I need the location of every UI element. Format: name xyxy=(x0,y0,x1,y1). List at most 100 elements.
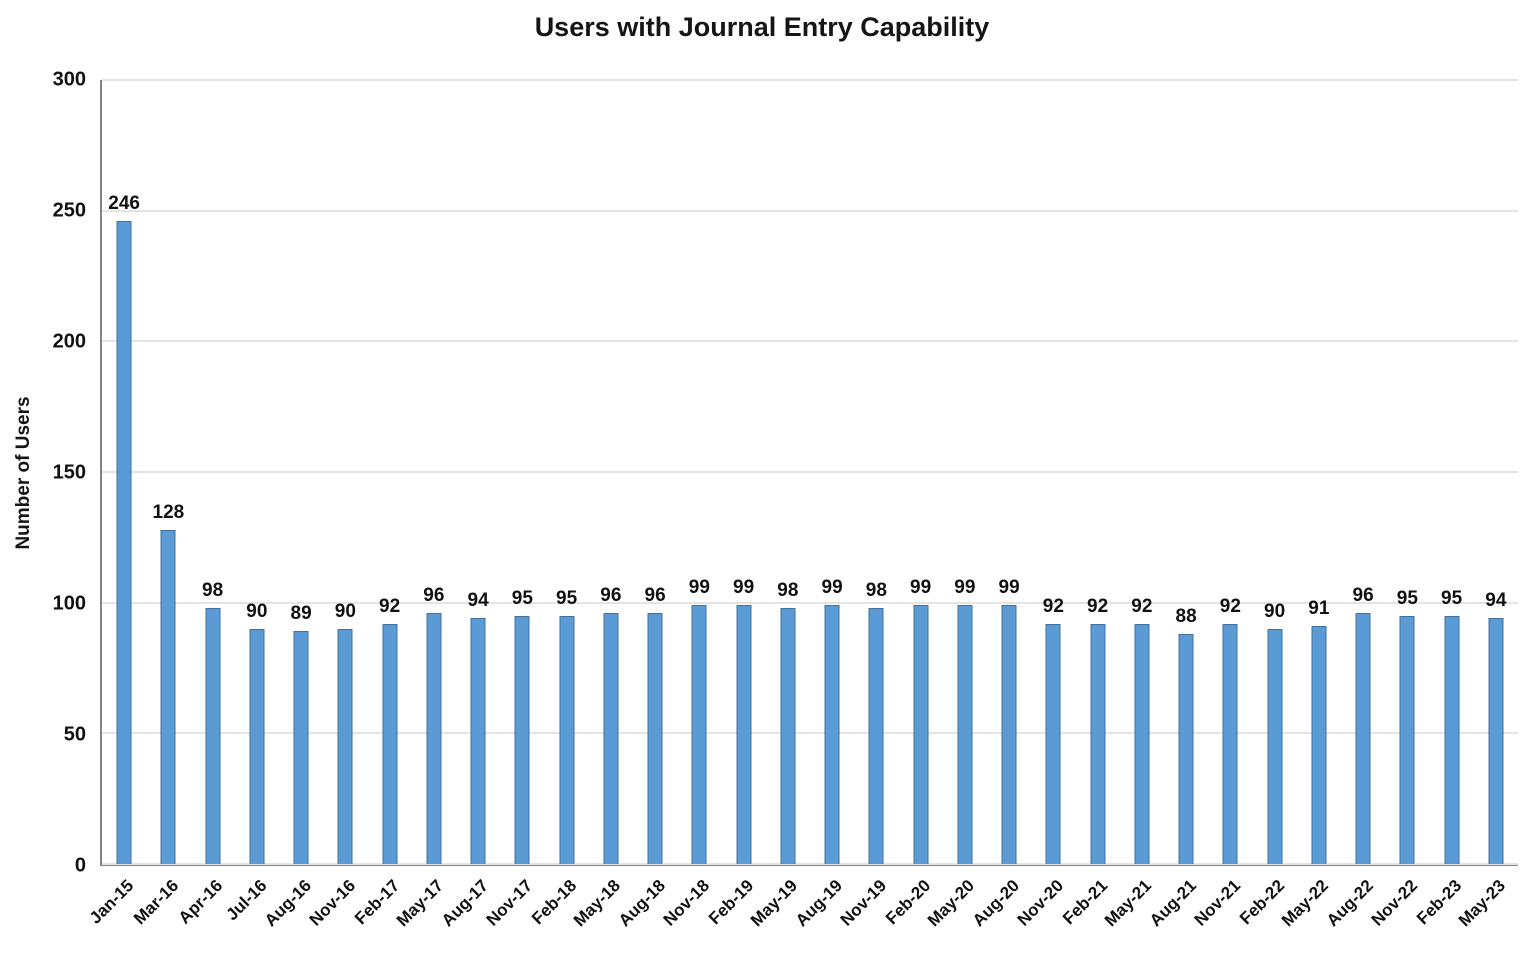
bar xyxy=(1267,628,1283,864)
bar xyxy=(426,613,442,864)
bar-value-label: 99 xyxy=(733,577,755,599)
bar-slot: 99 Feb-19 xyxy=(705,80,766,928)
chart-title: Users with Journal Entry Capability xyxy=(534,12,990,42)
x-tick-label: Aug-17 xyxy=(437,876,492,931)
x-tick-label: Jan-15 xyxy=(86,876,138,928)
y-tick-label: 250 xyxy=(52,199,86,222)
bar-slot: 88 Aug-21 xyxy=(1145,80,1208,930)
gridline xyxy=(102,863,1518,865)
x-tick-label: Nov-17 xyxy=(482,876,536,930)
x-tick-label: May-23 xyxy=(1455,876,1510,931)
bar-slot: 94 May-23 xyxy=(1455,80,1518,930)
bar-value-label: 98 xyxy=(865,579,887,601)
x-tick-label: Feb-19 xyxy=(704,876,758,929)
bar-value-label: 98 xyxy=(202,579,224,601)
bar-slot: 92 Nov-20 xyxy=(1013,80,1075,930)
bar-value-label: 99 xyxy=(910,577,932,599)
bar-slot: 94 Aug-17 xyxy=(437,80,500,930)
gridline xyxy=(102,601,1518,604)
y-tick-label: 50 xyxy=(63,723,86,746)
x-tick-label: May-17 xyxy=(393,876,448,931)
bar xyxy=(1355,613,1371,864)
bar-slot: 96 May-18 xyxy=(570,80,633,930)
bar xyxy=(603,613,619,864)
bar xyxy=(1399,615,1415,864)
plot-area: 246 Jan-15 128 Mar-16 98 Apr-16 90 Jul-16 89 Aug-… xyxy=(86,79,1518,931)
x-tick-label: Feb-18 xyxy=(527,876,581,929)
x-tick-label: Nov-20 xyxy=(1013,876,1067,930)
x-tick-label: Feb-22 xyxy=(1235,876,1289,929)
bar xyxy=(337,628,353,864)
bar-slot: 92 Nov-21 xyxy=(1190,80,1252,930)
bar xyxy=(1090,623,1106,864)
bar-slot: 96 Aug-18 xyxy=(614,80,677,930)
bar xyxy=(1045,623,1061,864)
bar-slot: 98 Nov-19 xyxy=(836,80,898,930)
x-tick-label: Aug-18 xyxy=(614,876,669,931)
bar-slot: 99 Feb-20 xyxy=(882,80,943,928)
x-tick-label: Nov-16 xyxy=(305,876,359,930)
x-tick-label: May-20 xyxy=(924,876,979,931)
bar-value-label: 92 xyxy=(1219,595,1241,617)
bar xyxy=(957,605,973,864)
bar xyxy=(249,628,265,864)
bar xyxy=(1178,634,1194,864)
x-tick-label: Feb-23 xyxy=(1412,876,1466,929)
bar-slot: 90 Feb-22 xyxy=(1236,80,1297,928)
bar xyxy=(736,605,752,864)
bar-slot: 128 Mar-16 xyxy=(130,80,190,929)
y-tick-label: 200 xyxy=(52,330,86,353)
bar-series: 246 Jan-15 128 Mar-16 98 Apr-16 90 Jul-16 89 Aug-… xyxy=(86,80,1518,931)
bar xyxy=(514,615,530,864)
bar-value-label: 95 xyxy=(1441,587,1463,609)
bar-value-label: 128 xyxy=(152,501,185,523)
x-tick-label: Aug-22 xyxy=(1322,876,1377,931)
bar xyxy=(559,615,575,864)
bar xyxy=(470,618,486,864)
x-tick-label: Feb-17 xyxy=(350,876,404,929)
bar-value-label: 96 xyxy=(1352,585,1374,607)
x-tick-label: May-18 xyxy=(570,876,625,931)
bar xyxy=(1001,605,1017,864)
bar-value-label: 92 xyxy=(1131,595,1153,617)
y-tick-label: 100 xyxy=(52,592,86,615)
bar-value-label: 95 xyxy=(1396,587,1418,609)
x-tick-label: Aug-20 xyxy=(968,876,1023,931)
bar-value-label: 90 xyxy=(334,600,356,622)
gridline xyxy=(102,340,1518,343)
y-tick-label: 150 xyxy=(52,461,86,484)
bar xyxy=(205,607,221,864)
bar-value-label: 246 xyxy=(108,193,140,215)
bar-slot: 98 May-19 xyxy=(747,80,810,930)
x-tick-label: Aug-19 xyxy=(791,876,846,931)
bar xyxy=(1222,623,1238,864)
y-tick-label: 300 xyxy=(52,68,86,91)
bar-value-label: 94 xyxy=(467,590,489,612)
bar-value-label: 99 xyxy=(998,577,1020,599)
bar xyxy=(382,623,398,864)
x-tick-label: Aug-21 xyxy=(1145,876,1200,931)
gridline xyxy=(102,732,1518,735)
bar xyxy=(293,631,309,864)
bar xyxy=(1311,626,1327,864)
bar xyxy=(824,605,840,864)
bar-value-label: 91 xyxy=(1308,598,1330,620)
bar xyxy=(780,607,796,864)
x-tick-label: May-21 xyxy=(1101,876,1156,931)
bar-slot: 92 May-21 xyxy=(1101,80,1164,931)
bar-slot: 91 May-22 xyxy=(1278,80,1341,930)
bar xyxy=(160,529,176,864)
bar xyxy=(647,613,663,864)
x-tick-label: Mar-16 xyxy=(129,876,182,929)
gridline xyxy=(102,209,1518,212)
bar xyxy=(868,607,884,864)
y-tick-label: 0 xyxy=(74,854,86,877)
bar-value-label: 95 xyxy=(511,587,533,609)
bar-value-label: 90 xyxy=(1264,600,1286,622)
x-tick-label: Nov-22 xyxy=(1367,876,1421,930)
bar xyxy=(1134,623,1150,864)
bar-value-label: 92 xyxy=(1087,595,1109,617)
x-tick-label: Feb-20 xyxy=(881,876,935,929)
bar-slot: 96 May-17 xyxy=(393,80,456,930)
x-tick-label: May-22 xyxy=(1278,876,1333,931)
